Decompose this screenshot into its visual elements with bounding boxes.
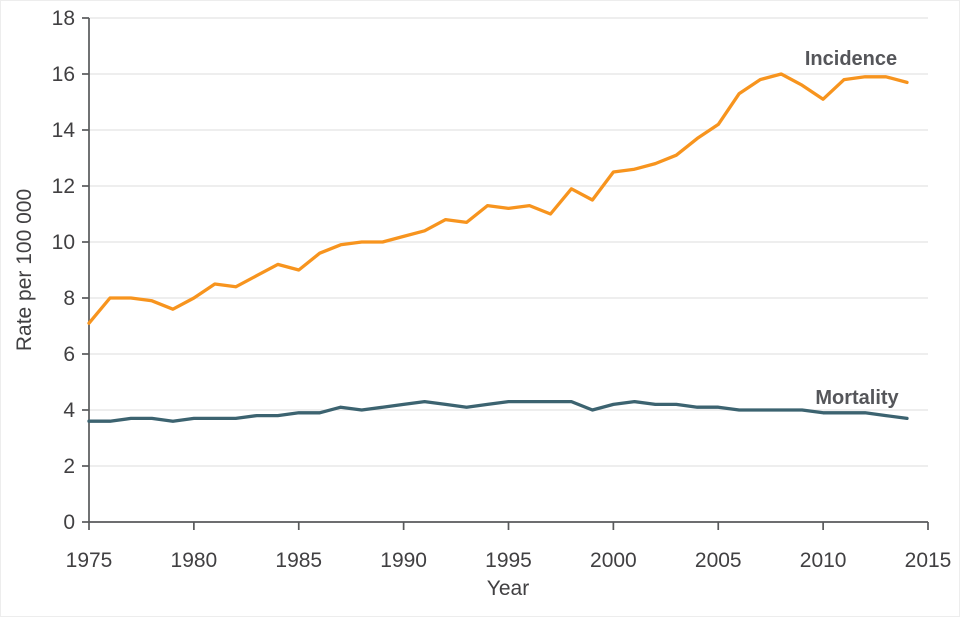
mortality-line <box>87 399 909 423</box>
y-tick-label-8: 8 <box>63 287 75 310</box>
x-tick-label-2005: 2005 <box>695 549 742 572</box>
y-tick-label-0: 0 <box>63 511 75 534</box>
y-tick-label-18: 18 <box>52 7 75 30</box>
y-axis-title: Rate per 100 000 <box>13 189 36 351</box>
x-tick-label-1985: 1985 <box>275 549 322 572</box>
x-axis-title: Year <box>487 577 529 600</box>
y-tick-label-16: 16 <box>52 63 75 86</box>
x-tick-label-1990: 1990 <box>380 549 427 572</box>
y-tick-label-12: 12 <box>52 175 75 198</box>
y-tick-label-4: 4 <box>63 399 75 422</box>
axes <box>82 17 929 530</box>
series-lines <box>87 72 909 423</box>
x-tick-label-1975: 1975 <box>66 549 113 572</box>
gridlines <box>89 17 928 467</box>
x-tick-label-2010: 2010 <box>800 549 847 572</box>
y-tick-label-10: 10 <box>52 231 75 254</box>
y-tick-label-2: 2 <box>63 455 75 478</box>
incidence-line <box>87 72 909 325</box>
x-tick-label-1995: 1995 <box>485 549 532 572</box>
x-tick-label-2015: 2015 <box>905 549 952 572</box>
tick-labels: 0 2 4 6 8 10 12 14 16 18 1975 1980 1985 1990 1995 2000 2… <box>52 7 952 572</box>
x-tick-label-2000: 2000 <box>590 549 637 572</box>
x-tick-label-1980: 1980 <box>171 549 218 572</box>
y-tick-label-14: 14 <box>52 119 76 142</box>
incidence-series-label: Incidence <box>805 48 897 70</box>
y-tick-label-6: 6 <box>63 343 75 366</box>
mortality-series-label: Mortality <box>815 387 899 409</box>
